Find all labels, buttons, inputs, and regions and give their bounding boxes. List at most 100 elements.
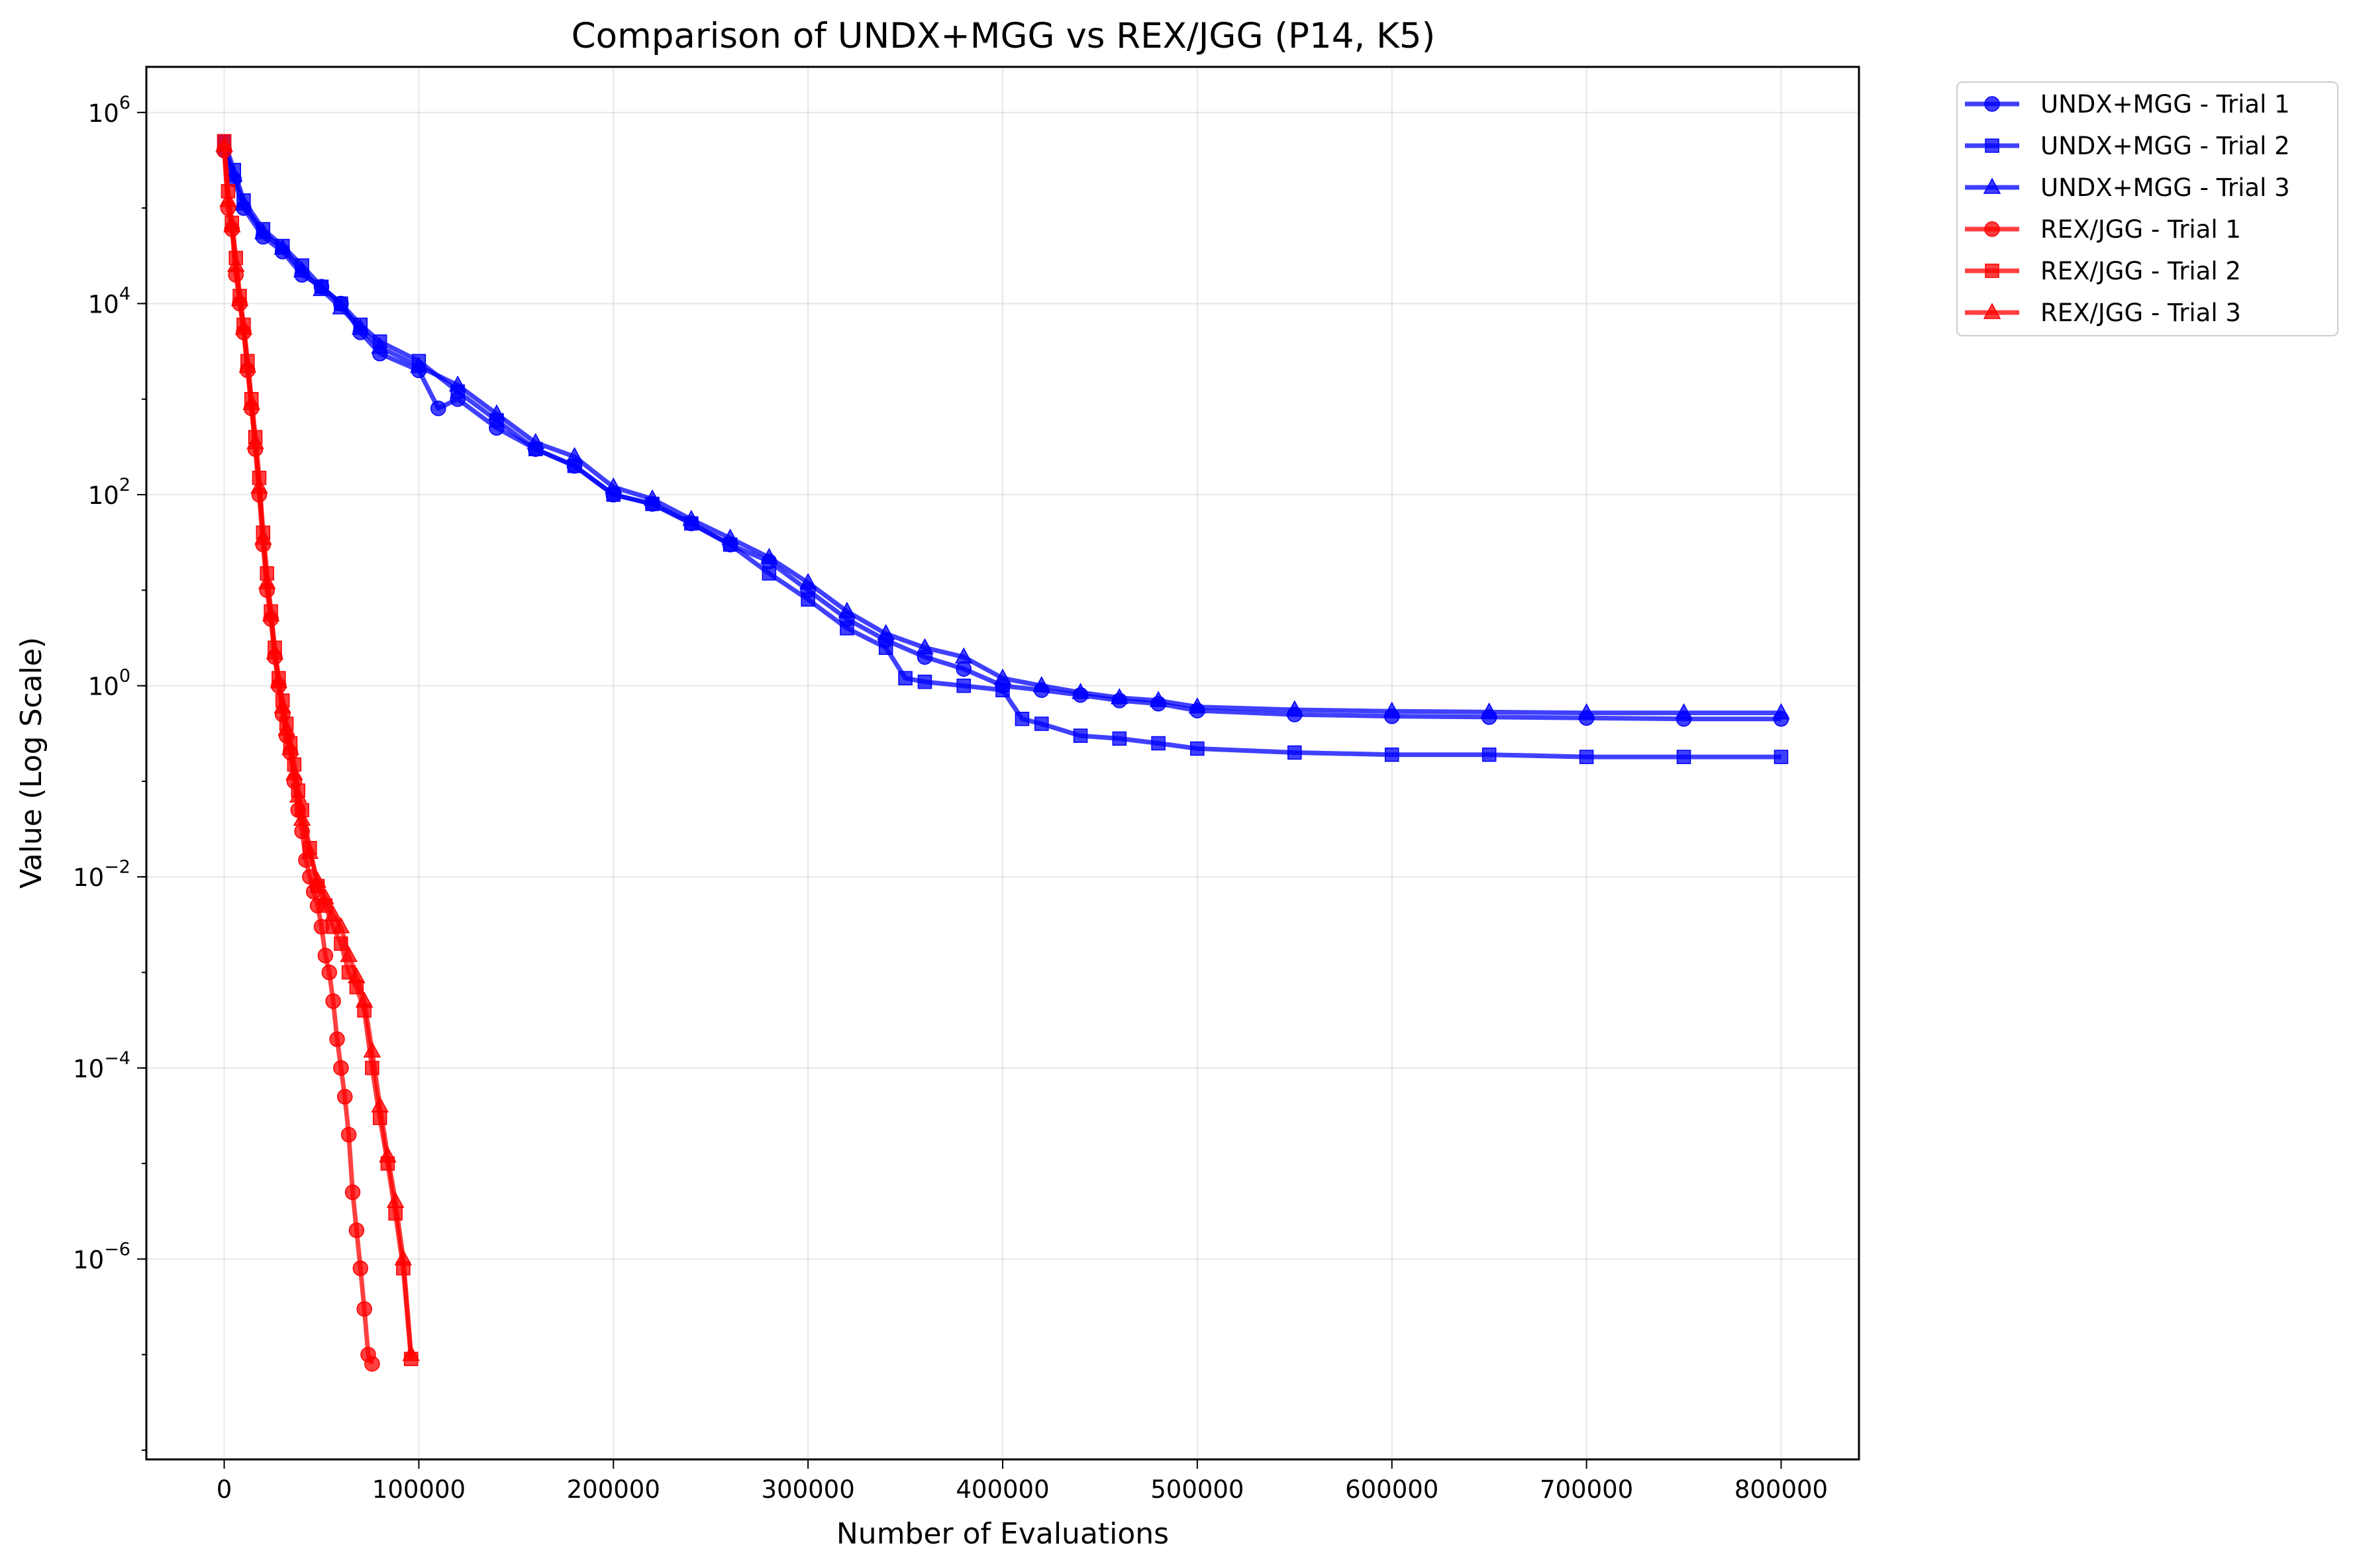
data-point	[277, 719, 295, 736]
y-tick-label: 106	[88, 93, 130, 128]
legend-entry: REX/JGG - Trial 3	[1965, 299, 2241, 327]
legend-label: REX/JGG - Trial 3	[2040, 299, 2241, 327]
series-layer	[215, 134, 1790, 1372]
data-point	[1579, 750, 1594, 764]
data-point	[258, 573, 276, 589]
data-point	[363, 1041, 381, 1058]
data-point	[371, 337, 389, 354]
data-point	[352, 1260, 368, 1277]
x-tick-label: 800000	[1734, 1475, 1828, 1504]
data-point	[230, 289, 249, 307]
data-point	[340, 1126, 357, 1143]
y-axis-label: Value (Log Scale)	[15, 637, 48, 889]
data-point	[332, 298, 350, 315]
data-point	[993, 668, 1012, 685]
data-point	[1072, 683, 1089, 699]
data-point	[333, 1060, 349, 1076]
data-point	[878, 640, 893, 655]
data-point	[1772, 703, 1790, 720]
data-point	[801, 592, 815, 607]
legend-entry: UNDX+MGG - Trial 3	[1965, 173, 2290, 202]
data-point	[1111, 688, 1128, 705]
data-point	[348, 1222, 365, 1238]
legend-entry: REX/JGG - Trial 1	[1965, 215, 2241, 244]
x-tick-label: 200000	[567, 1475, 660, 1504]
data-point	[721, 528, 739, 545]
data-point	[566, 447, 583, 464]
legend-marker	[1985, 138, 1999, 153]
legend-label: REX/JGG - Trial 1	[2040, 215, 2241, 244]
legend-entry: REX/JGG - Trial 2	[1965, 257, 2241, 285]
y-tick-label: 100	[88, 666, 130, 701]
data-point	[274, 697, 291, 714]
data-point	[1285, 700, 1304, 716]
data-point	[242, 393, 260, 411]
data-point	[344, 1184, 361, 1200]
data-point	[238, 356, 257, 373]
legend-label: UNDX+MGG - Trial 3	[2040, 173, 2290, 202]
data-point	[1032, 676, 1051, 693]
legend-marker	[1983, 303, 2001, 319]
data-point	[355, 991, 374, 1008]
data-point	[430, 400, 446, 416]
data-point	[487, 404, 506, 420]
data-point	[877, 624, 895, 640]
data-point	[351, 318, 370, 335]
data-point	[394, 1249, 413, 1266]
data-point	[1383, 701, 1401, 718]
data-point	[956, 678, 971, 693]
data-point	[838, 601, 856, 618]
data-point	[254, 223, 272, 240]
data-point	[379, 1146, 397, 1163]
data-point	[1480, 702, 1498, 719]
data-point	[348, 967, 366, 983]
data-point	[329, 1031, 345, 1048]
x-tick-label: 0	[217, 1475, 232, 1504]
data-point	[324, 905, 342, 922]
data-point	[219, 191, 237, 207]
data-point	[1774, 750, 1789, 764]
data-point	[916, 638, 934, 654]
data-point	[223, 216, 241, 232]
data-point	[995, 683, 1010, 697]
data-point	[321, 964, 337, 981]
y-tick-label: 10−6	[73, 1239, 130, 1274]
data-point	[254, 528, 272, 545]
data-point	[293, 261, 311, 277]
data-point	[1287, 745, 1302, 760]
data-point	[309, 871, 326, 888]
data-point	[336, 1089, 353, 1105]
grid-layer	[146, 67, 1859, 1459]
legend-label: UNDX+MGG - Trial 2	[2040, 132, 2290, 160]
data-point	[281, 738, 299, 756]
chart-title: Comparison of UNDX+MGG vs REX/JGG (P14, …	[572, 16, 1436, 56]
data-point	[1151, 736, 1166, 751]
data-point	[1675, 703, 1693, 720]
x-tick-label: 500000	[1150, 1475, 1244, 1504]
data-point	[386, 1191, 405, 1208]
legend-marker	[1984, 221, 2000, 237]
data-point	[1015, 711, 1030, 726]
data-point	[682, 509, 701, 526]
legend-marker	[1984, 96, 2000, 112]
data-point	[840, 621, 854, 636]
data-point	[356, 1301, 372, 1317]
legend: UNDX+MGG - Trial 1 UNDX+MGG - Trial 2 UNDX…	[1956, 81, 2338, 336]
data-point	[270, 672, 288, 689]
data-point	[799, 573, 817, 589]
axis-layer: 0 100000 200000 300000 400000 500000 600000 700…	[73, 93, 1828, 1504]
data-point	[1481, 747, 1497, 762]
data-point	[410, 356, 428, 373]
data-point	[1112, 731, 1127, 746]
data-point	[1073, 728, 1088, 743]
data-point	[605, 477, 623, 494]
data-point	[643, 489, 662, 506]
legend-entry: UNDX+MGG - Trial 2	[1965, 132, 2290, 160]
data-point	[917, 674, 932, 689]
data-point	[266, 643, 284, 660]
data-point	[1190, 741, 1205, 756]
x-tick-label: 700000	[1540, 1475, 1633, 1504]
x-tick-label: 400000	[956, 1475, 1049, 1504]
data-point	[317, 948, 334, 963]
